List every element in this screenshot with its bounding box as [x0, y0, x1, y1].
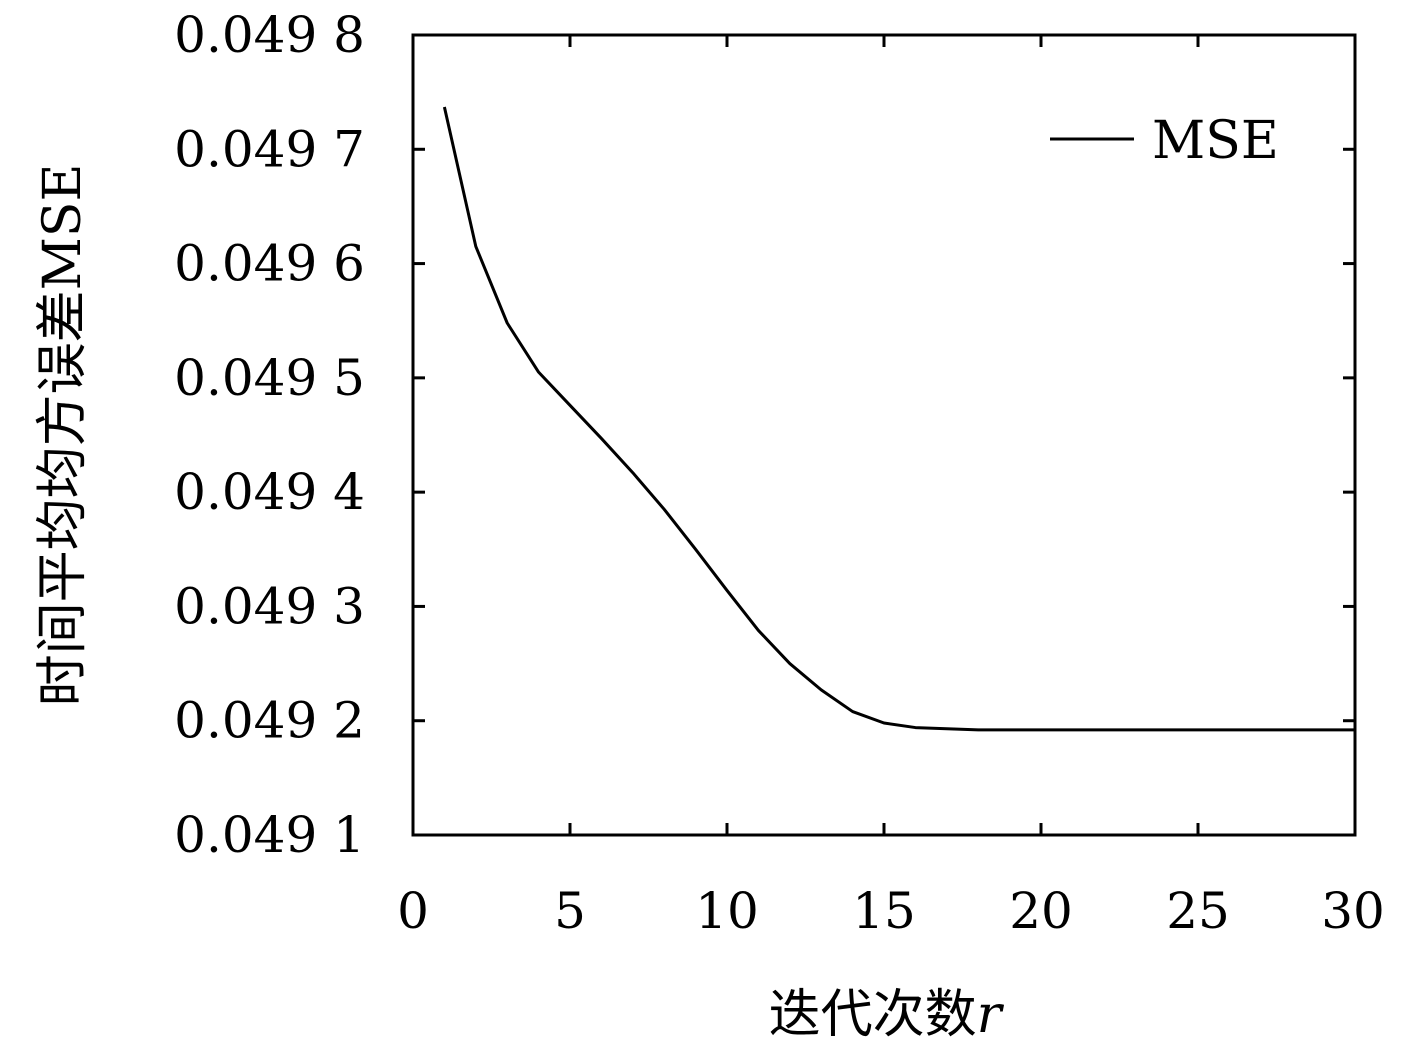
y-tick-label: 0.049 6 [174, 235, 365, 293]
x-tick-label: 15 [852, 882, 916, 940]
x-tick-label: 0 [397, 882, 429, 940]
x-axis-ticks: 0 5 10 15 20 25 30 [397, 35, 1385, 940]
plot-frame [411, 33, 1357, 837]
x-axis-title: 迭代次数r [769, 985, 1005, 1045]
x-tick-label: 30 [1321, 882, 1385, 940]
y-tick-label: 0.049 3 [174, 577, 365, 635]
y-tick-label: 0.049 1 [174, 806, 365, 864]
y-tick-label: 0.049 4 [174, 463, 365, 521]
x-axis-title-variable: r [977, 985, 1005, 1045]
y-tick-label: 0.049 7 [174, 120, 365, 178]
y-axis-ticks: 0.049 1 0.049 2 0.049 3 0.049 4 0.049 5 0.049… [174, 6, 1355, 864]
series-line-mse [442, 106, 1355, 732]
legend: MSE [1050, 111, 1279, 171]
y-tick-label: 0.049 2 [174, 692, 365, 750]
x-axis-title-main: 迭代次数 [769, 985, 977, 1045]
x-tick-label: 10 [695, 882, 759, 940]
x-tick-label: 20 [1009, 882, 1073, 940]
x-tick-label: 25 [1166, 882, 1230, 940]
x-tick-label: 5 [554, 882, 586, 940]
y-tick-label: 0.049 8 [174, 6, 365, 64]
y-tick-label: 0.049 5 [174, 349, 365, 407]
legend-label-mse: MSE [1152, 111, 1279, 171]
series-layer [442, 106, 1355, 732]
y-axis-title: 时间平均均方误差MSE [33, 164, 93, 707]
